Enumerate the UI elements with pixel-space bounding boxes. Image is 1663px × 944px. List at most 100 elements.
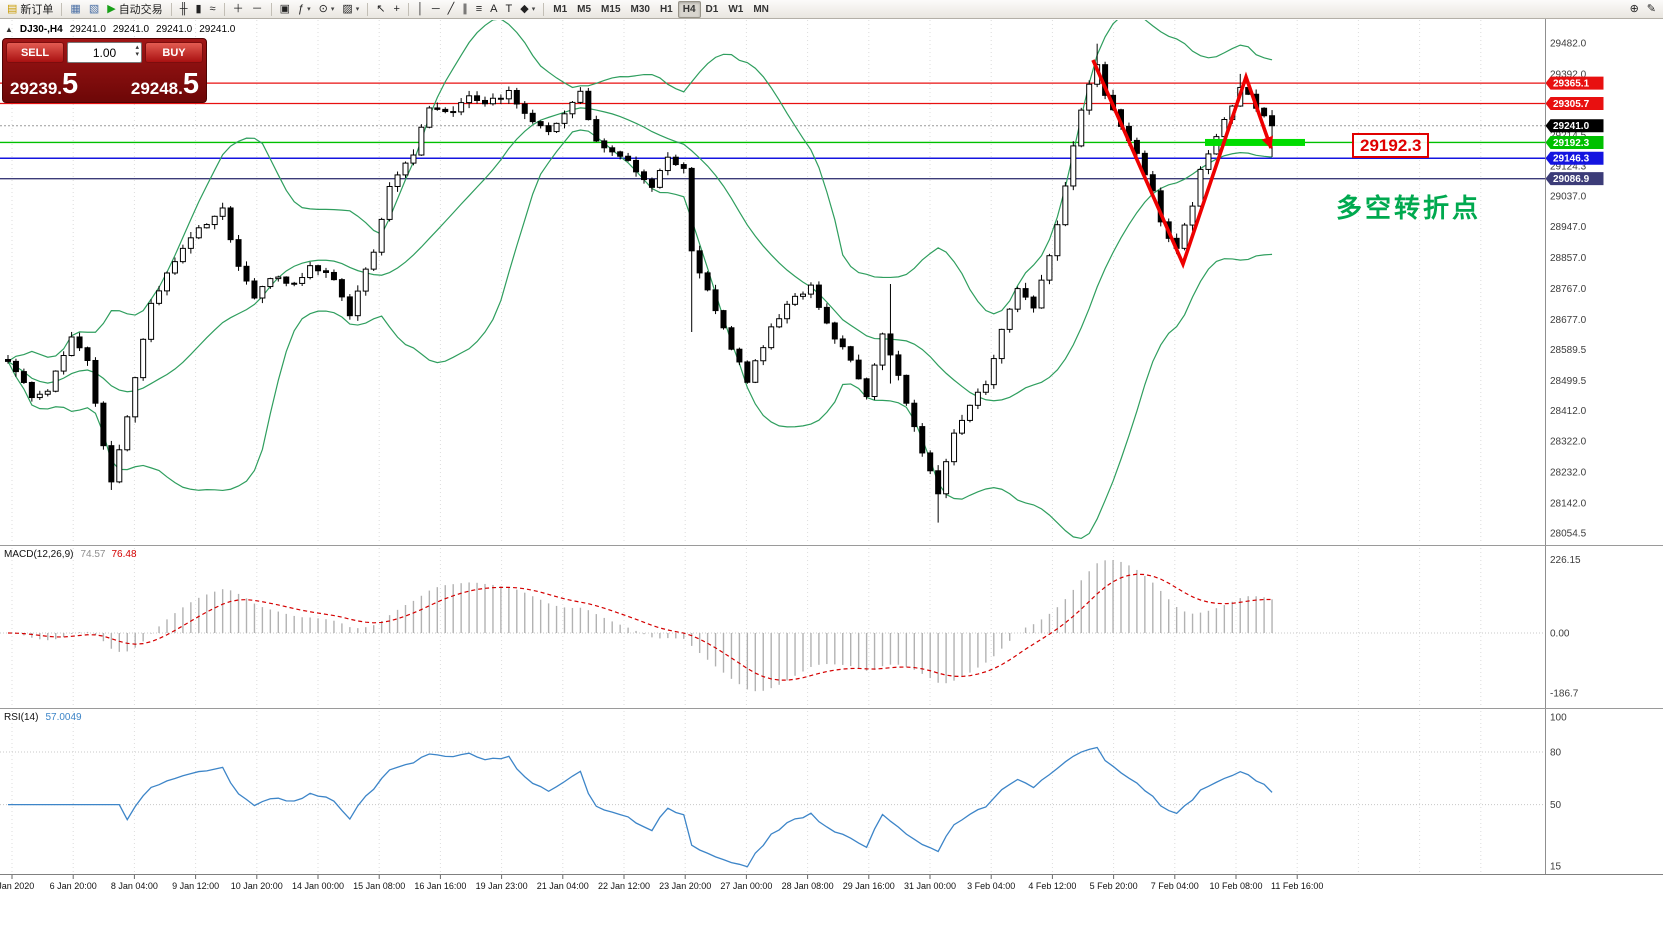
periods-button[interactable]: ⊙ ▾ — [315, 1, 339, 18]
cursor-icon[interactable]: ↖ — [372, 1, 389, 18]
volume-spin-down-icon[interactable]: ▾ — [135, 51, 139, 58]
one-click-trading-panel: SELL 1.00 ▴ ▾ BUY 29239. 5 29248. 5 — [2, 38, 207, 103]
text-label-icon[interactable]: T — [502, 1, 517, 18]
chart-windows-icon[interactable]: ▦ — [66, 1, 84, 18]
macd-scale-max: 226.15 — [1550, 555, 1581, 566]
price-axis-label: 28322.0 — [1550, 437, 1587, 448]
tf-mn-button-label: MN — [753, 3, 769, 15]
rsi-scale-label: 80 — [1550, 748, 1562, 759]
macd-panel — [0, 559, 1545, 692]
tf-m30-button[interactable]: M30 — [626, 1, 655, 18]
buy-price-big-digit: 5 — [182, 68, 199, 100]
line-chart-icon-glyph: ≈ — [209, 2, 216, 15]
volume-spin-up-icon[interactable]: ▴ — [135, 44, 139, 51]
bollinger-bands — [7, 20, 1273, 540]
volume-input[interactable]: 1.00 ▴ ▾ — [67, 42, 142, 63]
level-price-badge — [1545, 151, 1604, 165]
candles[interactable] — [5, 43, 1276, 523]
macd-indicator-label: MACD(12,26,9) 74.57 76.48 — [4, 549, 137, 560]
time-axis-label: 8 Jan 04:00 — [111, 881, 158, 891]
crosshair-icon[interactable]: + — [390, 1, 404, 18]
level-price-badge-text: 29305.7 — [1553, 99, 1590, 110]
rsi-indicator-label: RSI(14) 57.0049 — [4, 712, 82, 723]
pencil-tool-icon[interactable]: ✎ — [1643, 1, 1660, 18]
price-axis-label: 29124.3 — [1550, 161, 1587, 172]
text-icon[interactable]: A — [486, 1, 501, 18]
line-chart-icon[interactable]: ≈ — [206, 1, 220, 18]
tf-w1-button[interactable]: W1 — [723, 1, 748, 18]
time-axis-label: 22 Jan 12:00 — [598, 881, 650, 891]
time-axis-label: 10 Jan 20:00 — [231, 881, 283, 891]
ohlc-close: 29241.0 — [199, 24, 236, 35]
time-axis-label: 16 Jan 16:00 — [414, 881, 466, 891]
vertical-line-icon[interactable]: │ — [413, 1, 428, 18]
level-price-badge-text: 29192.3 — [1553, 138, 1590, 149]
sell-price[interactable]: 29239. 5 — [10, 70, 78, 99]
equidistant-channel-icon[interactable]: ∥ — [458, 1, 472, 18]
autotrading-button[interactable]: ▶ 自动交易 — [103, 1, 166, 18]
time-axis-label: 14 Jan 00:00 — [292, 881, 344, 891]
time-axis[interactable]: 6 Jan 2020 6 Jan 20:00 8 Jan 04:00 9 Jan 12… — [0, 875, 1323, 891]
templates-button[interactable]: ▨ ▾ — [338, 1, 363, 18]
tile-windows-icon[interactable]: ▣ — [276, 1, 294, 18]
grid-lines — [11, 20, 1482, 873]
buy-price-main: 29248. — [130, 79, 183, 98]
sell-button[interactable]: SELL — [6, 42, 64, 63]
zoom-in-icon[interactable]: ＋ — [229, 1, 248, 18]
toolbar-group: ▦ ▧ ▶ 自动交易 — [66, 1, 166, 18]
symbol-timeframe-label: DJ30-,H4 — [19, 24, 63, 35]
crosshair-icon-glyph: + — [393, 2, 400, 15]
templates-button-glyph: ▨ — [342, 2, 353, 15]
one-click-collapse-icon[interactable]: ▲ — [5, 25, 13, 34]
tf-d1-button[interactable]: D1 — [701, 1, 724, 18]
chart-drawings[interactable] — [1091, 59, 1305, 269]
current-price-badge-text: 29241.0 — [1553, 121, 1590, 132]
candlestick-chart-icon[interactable]: ▮ — [191, 1, 205, 18]
time-axis-label: 10 Feb 08:00 — [1209, 881, 1262, 891]
tf-mn-button[interactable]: MN — [748, 1, 774, 18]
price-axis-label: 28947.0 — [1550, 222, 1587, 233]
magnifier-tool-icon[interactable]: ⊕ — [1626, 1, 1643, 18]
turning-point-note: 多空转折点 — [1336, 193, 1482, 223]
macd-scale-min: -186.7 — [1550, 689, 1579, 700]
tf-m30-button-label: M30 — [630, 3, 650, 15]
fibonacci-icon[interactable]: ≡ — [472, 1, 486, 18]
tf-h4-button[interactable]: H4 — [677, 0, 701, 18]
tf-h1-button[interactable]: H1 — [655, 1, 678, 18]
time-axis-label: 31 Jan 00:00 — [904, 881, 956, 891]
pencil-tool-icon-glyph: ✎ — [1646, 2, 1656, 15]
profiles-icon[interactable]: ▧ — [85, 1, 103, 18]
toolbar-group: ＋－ — [229, 1, 267, 18]
toolbar-separator — [367, 2, 369, 16]
toolbar-group: │ ─ ╱ ∥ ≡ A T ◆ ▾ — [413, 1, 539, 18]
tf-m15-button[interactable]: M15 — [596, 1, 625, 18]
tf-m5-button[interactable]: M5 — [572, 1, 596, 18]
buy-price[interactable]: 29248. 5 — [131, 70, 199, 99]
time-axis-label: 9 Jan 12:00 — [172, 881, 219, 891]
indicators-button[interactable]: ƒ ▾ — [294, 1, 315, 18]
new-order-button[interactable]: ▤ 新订单 — [3, 1, 57, 18]
vertical-line-icon-glyph: │ — [416, 2, 424, 15]
zoom-out-icon[interactable]: － — [248, 1, 267, 18]
tf-m15-button-label: M15 — [601, 3, 621, 15]
price-axis-label: 29392.0 — [1550, 69, 1587, 80]
price-axis-label: 28857.0 — [1550, 253, 1587, 264]
ohlc-low: 29241.0 — [156, 24, 193, 35]
volume-spinner[interactable]: ▴ ▾ — [135, 44, 139, 58]
autotrading-button-label: 自动交易 — [118, 4, 163, 16]
chart-windows-icon-glyph: ▦ — [70, 2, 81, 15]
rsi-name: RSI(14) — [4, 712, 39, 723]
support-price-label[interactable]: 29192.3 — [1352, 133, 1430, 158]
price-axis-label: 28142.0 — [1550, 499, 1587, 510]
tf-h4-button-label: H4 — [682, 3, 696, 15]
fibonacci-icon-glyph: ≡ — [475, 2, 483, 15]
horizontal-line-icon[interactable]: ─ — [428, 1, 444, 18]
buy-button[interactable]: BUY — [145, 42, 203, 63]
bar-chart-icon[interactable]: ╫ — [176, 1, 192, 18]
price-scale[interactable]: 29482.029392.029302.029214.529124.329037… — [1545, 39, 1604, 873]
tf-m1-button[interactable]: M1 — [548, 1, 572, 18]
toolbar-group: ↖ + — [372, 1, 404, 18]
arrows-icon[interactable]: ◆ ▾ — [516, 1, 539, 18]
trendline-icon[interactable]: ╱ — [444, 1, 459, 18]
